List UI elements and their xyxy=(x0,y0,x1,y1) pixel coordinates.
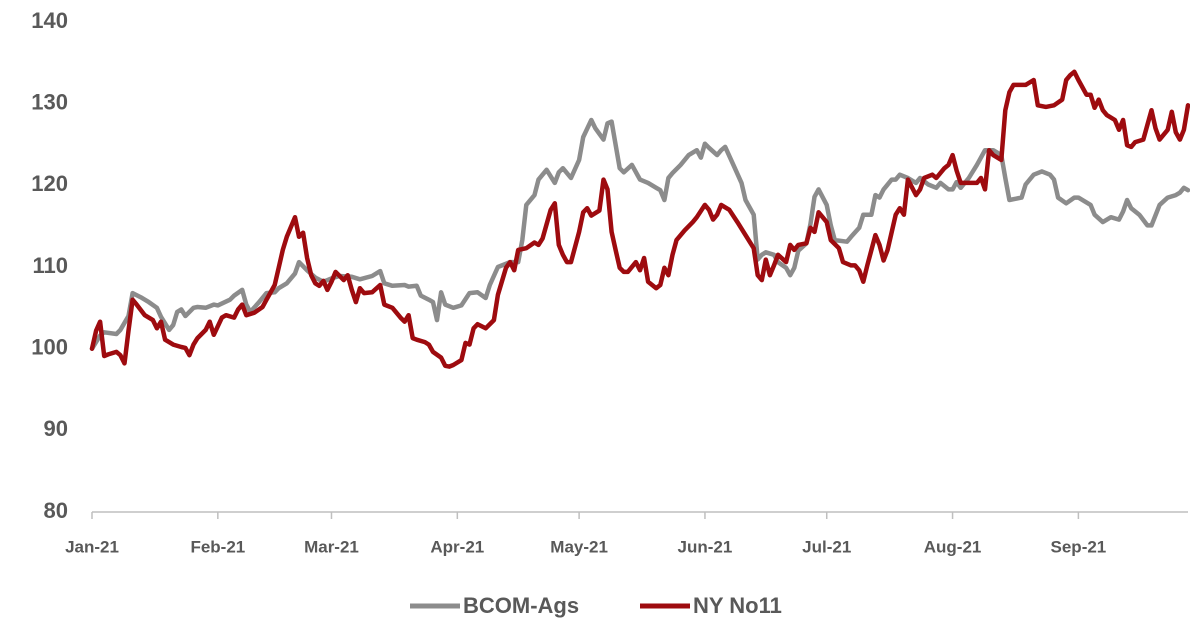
x-tick-label: Mar-21 xyxy=(304,537,359,556)
x-tick-label: Jul-21 xyxy=(802,537,851,556)
y-tick-label: 140 xyxy=(31,8,68,33)
y-tick-label: 130 xyxy=(31,89,68,114)
x-tick-label: Aug-21 xyxy=(924,537,982,556)
y-tick-label: 110 xyxy=(33,253,69,278)
y-tick-label: 100 xyxy=(31,334,68,359)
x-tick-label: Jun-21 xyxy=(678,537,733,556)
series-line xyxy=(89,69,1190,369)
y-tick-label: 90 xyxy=(44,416,68,441)
x-tick-label: Feb-21 xyxy=(190,537,245,556)
series-line xyxy=(89,117,1190,351)
x-tick-label: Apr-21 xyxy=(430,537,484,556)
y-tick-label: 80 xyxy=(44,498,68,523)
x-tick-label: Jan-21 xyxy=(65,537,119,556)
legend-label: BCOM-Ags xyxy=(463,593,579,618)
x-tick-label: Sep-21 xyxy=(1051,537,1107,556)
x-tick-label: May-21 xyxy=(550,537,608,556)
legend-label: NY No11 xyxy=(693,593,782,618)
y-tick-label: 120 xyxy=(31,171,68,196)
